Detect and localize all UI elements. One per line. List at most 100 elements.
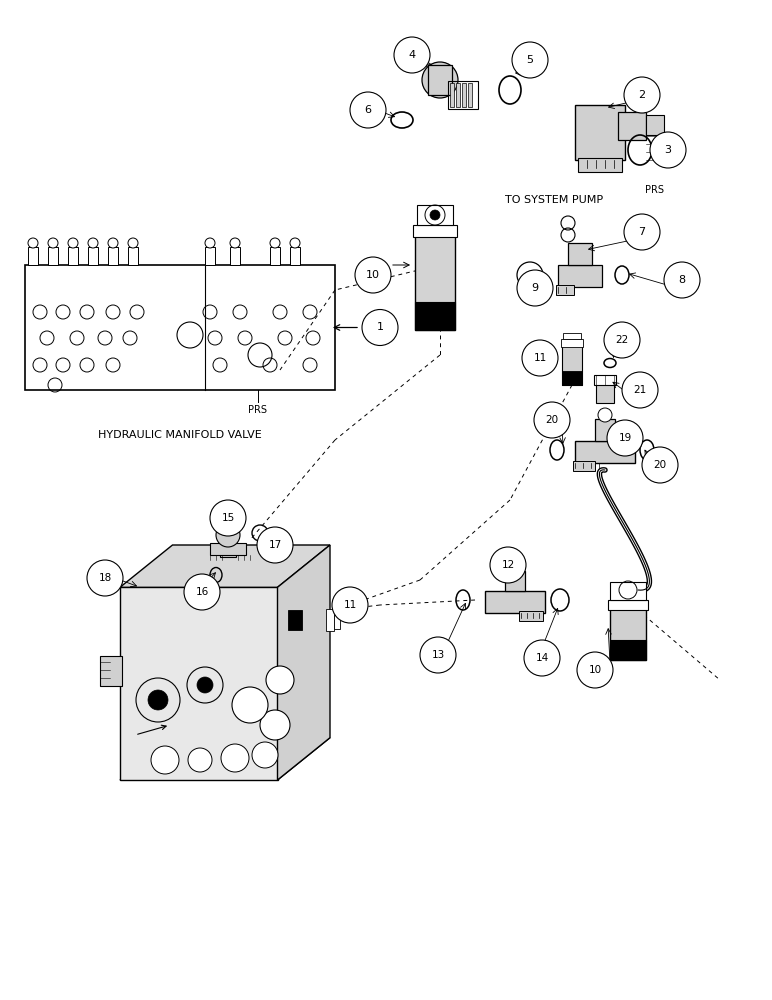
Text: 5: 5 xyxy=(527,55,533,65)
FancyBboxPatch shape xyxy=(563,333,581,339)
Text: 7: 7 xyxy=(638,227,645,237)
Text: 10: 10 xyxy=(366,270,380,280)
Circle shape xyxy=(362,310,398,346)
Circle shape xyxy=(664,262,700,298)
FancyBboxPatch shape xyxy=(462,83,466,107)
FancyBboxPatch shape xyxy=(595,419,615,441)
FancyBboxPatch shape xyxy=(596,383,614,403)
Circle shape xyxy=(332,587,368,623)
Text: 22: 22 xyxy=(615,335,628,345)
Circle shape xyxy=(604,322,640,358)
FancyBboxPatch shape xyxy=(415,302,455,330)
Text: 11: 11 xyxy=(533,353,547,363)
Circle shape xyxy=(151,746,179,774)
Polygon shape xyxy=(120,545,330,587)
Text: 10: 10 xyxy=(588,665,601,675)
Circle shape xyxy=(128,238,138,248)
Polygon shape xyxy=(277,545,330,780)
Text: HYDRAULIC MANIFOLD VALVE: HYDRAULIC MANIFOLD VALVE xyxy=(98,430,262,440)
Circle shape xyxy=(534,402,570,438)
FancyBboxPatch shape xyxy=(290,247,300,265)
Circle shape xyxy=(184,574,220,610)
Circle shape xyxy=(232,687,268,723)
Circle shape xyxy=(642,447,678,483)
Circle shape xyxy=(524,640,560,676)
Circle shape xyxy=(210,500,246,536)
Circle shape xyxy=(598,408,612,422)
Circle shape xyxy=(624,77,660,113)
FancyBboxPatch shape xyxy=(100,656,122,686)
FancyBboxPatch shape xyxy=(562,371,582,385)
FancyBboxPatch shape xyxy=(561,339,583,347)
Circle shape xyxy=(650,132,686,168)
FancyBboxPatch shape xyxy=(48,247,58,265)
FancyBboxPatch shape xyxy=(68,247,78,265)
FancyBboxPatch shape xyxy=(519,611,543,621)
FancyBboxPatch shape xyxy=(608,600,648,610)
Circle shape xyxy=(188,748,212,772)
Text: 14: 14 xyxy=(535,653,549,663)
Circle shape xyxy=(512,42,548,78)
Circle shape xyxy=(68,238,78,248)
FancyBboxPatch shape xyxy=(210,543,246,555)
Circle shape xyxy=(490,547,526,583)
FancyBboxPatch shape xyxy=(558,265,602,287)
FancyBboxPatch shape xyxy=(128,247,138,265)
FancyBboxPatch shape xyxy=(562,343,582,385)
FancyBboxPatch shape xyxy=(108,247,118,265)
FancyBboxPatch shape xyxy=(205,247,215,265)
Circle shape xyxy=(88,238,98,248)
Polygon shape xyxy=(120,738,330,780)
Text: 12: 12 xyxy=(501,560,515,570)
FancyBboxPatch shape xyxy=(88,247,98,265)
Circle shape xyxy=(355,257,391,293)
Text: 20: 20 xyxy=(546,415,559,425)
FancyBboxPatch shape xyxy=(575,441,635,463)
Circle shape xyxy=(290,238,300,248)
Circle shape xyxy=(422,62,458,98)
Circle shape xyxy=(205,238,215,248)
FancyBboxPatch shape xyxy=(578,158,622,172)
FancyBboxPatch shape xyxy=(594,375,616,385)
Text: 3: 3 xyxy=(665,145,672,155)
Circle shape xyxy=(252,742,278,768)
Circle shape xyxy=(522,340,558,376)
Circle shape xyxy=(266,666,294,694)
Circle shape xyxy=(350,92,386,128)
Circle shape xyxy=(257,527,293,563)
FancyBboxPatch shape xyxy=(505,571,525,591)
FancyBboxPatch shape xyxy=(575,105,625,160)
Circle shape xyxy=(216,523,240,547)
FancyBboxPatch shape xyxy=(618,112,646,140)
Text: 17: 17 xyxy=(269,540,282,550)
Circle shape xyxy=(270,238,280,248)
Circle shape xyxy=(420,637,456,673)
Text: 4: 4 xyxy=(408,50,415,60)
FancyBboxPatch shape xyxy=(610,640,646,660)
Circle shape xyxy=(505,557,525,577)
FancyBboxPatch shape xyxy=(288,610,302,630)
Circle shape xyxy=(624,214,660,250)
FancyBboxPatch shape xyxy=(334,611,340,629)
Text: PRS: PRS xyxy=(248,405,267,415)
FancyBboxPatch shape xyxy=(415,230,455,330)
Circle shape xyxy=(108,238,118,248)
Text: 18: 18 xyxy=(98,573,112,583)
FancyBboxPatch shape xyxy=(270,247,280,265)
FancyBboxPatch shape xyxy=(288,610,330,630)
Text: 20: 20 xyxy=(653,460,666,470)
FancyBboxPatch shape xyxy=(485,591,545,613)
Text: 6: 6 xyxy=(364,105,371,115)
FancyBboxPatch shape xyxy=(468,83,472,107)
FancyBboxPatch shape xyxy=(610,582,646,600)
Text: 11: 11 xyxy=(344,600,357,610)
Circle shape xyxy=(394,37,430,73)
Text: 13: 13 xyxy=(432,650,445,660)
FancyBboxPatch shape xyxy=(220,533,236,557)
Circle shape xyxy=(230,238,240,248)
FancyBboxPatch shape xyxy=(450,83,454,107)
Circle shape xyxy=(577,652,613,688)
Circle shape xyxy=(607,420,643,456)
Circle shape xyxy=(221,744,249,772)
Circle shape xyxy=(260,710,290,740)
